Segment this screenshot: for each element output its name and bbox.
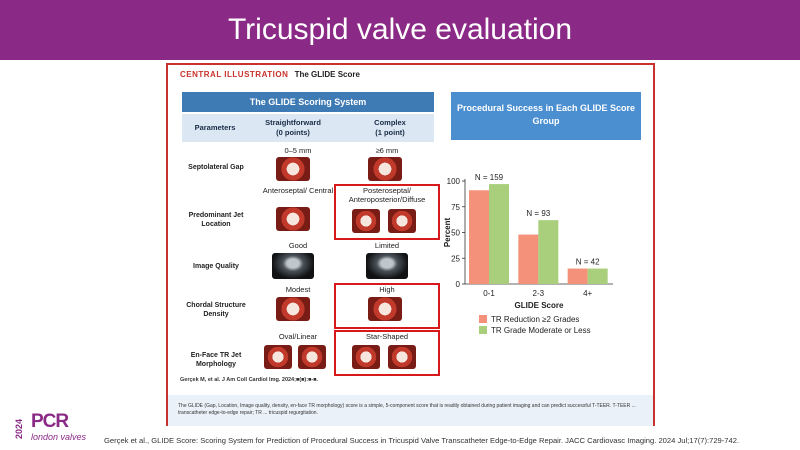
- legend-label: TR Grade Moderate or Less: [491, 326, 591, 335]
- legend-label: TR Reduction ≥2 Grades: [491, 315, 579, 324]
- legend-swatch: [479, 326, 487, 334]
- illustration-label: CENTRAL ILLUSTRATION: [180, 70, 289, 79]
- row5-complex: Star-Shaped: [365, 332, 409, 341]
- col-straightforward-label: Straightforward: [265, 118, 321, 127]
- col-params: Parameters: [194, 123, 236, 132]
- valve-image: [298, 345, 326, 369]
- bar-0-1-2: [489, 184, 509, 284]
- col-complex-label: Complex: [374, 118, 406, 127]
- valve-image: [368, 297, 402, 321]
- row3-straight: Good: [288, 241, 308, 250]
- row4-complex: High: [379, 285, 395, 294]
- illustration-subtitle: The GLIDE Score: [294, 70, 360, 79]
- complex-highlight: [334, 330, 440, 376]
- y-tick-label: 25: [451, 254, 460, 263]
- logo-subtitle: london valves: [31, 432, 87, 442]
- row2-straight: Anteroseptal/ Central: [262, 186, 334, 195]
- footnote: The GLIDE (Gap, Location, Image quality,…: [168, 395, 653, 426]
- row-label-chordal-density: Chordal Structure Density: [186, 302, 246, 318]
- bar-2-3-1: [518, 234, 539, 284]
- row3-complex: Limited: [374, 241, 400, 250]
- valve-image: [388, 345, 416, 369]
- bar-0-1-1: [469, 190, 489, 284]
- col-straightforward: Straightforward (0 points): [252, 118, 334, 138]
- row-label-jet-morphology: En-Face TR Jet Morphology: [190, 352, 242, 368]
- row-label-septolateral-gap: Septolateral Gap: [188, 164, 244, 171]
- echo-image: [366, 253, 408, 279]
- valve-image: [276, 207, 310, 231]
- col-straightforward-points: (0 points): [276, 128, 310, 137]
- y-tick-label: 50: [451, 229, 460, 238]
- row-label-image-quality: Image Quality: [193, 263, 239, 270]
- row4-straight: Modest: [285, 285, 311, 294]
- chart-title: Procedural Success in Each GLIDE Score G…: [451, 92, 641, 140]
- x-tick-label: 2-3: [533, 289, 545, 298]
- y-tick-label: 100: [447, 177, 461, 186]
- complex-highlight: [334, 184, 440, 240]
- group-n-label: N = 159: [475, 173, 504, 182]
- x-tick-label: 0-1: [483, 289, 495, 298]
- row1-straight: 0–5 mm: [284, 146, 312, 155]
- bar-2-3-2: [538, 220, 559, 284]
- bar-4+-2: [587, 268, 608, 284]
- col-complex: Complex (1 point): [350, 118, 430, 138]
- y-axis-label: Percent: [443, 217, 452, 247]
- valve-image: [352, 209, 380, 233]
- valve-image: [276, 297, 310, 321]
- valve-image: [388, 209, 416, 233]
- y-tick-label: 0: [456, 280, 461, 289]
- slide-header: Tricuspid valve evaluation: [0, 0, 800, 60]
- echo-image: [272, 253, 314, 279]
- slide-reference: Gerçek et al., GLIDE Score: Scoring Syst…: [104, 436, 740, 445]
- slide-title: Tricuspid valve evaluation: [227, 13, 573, 46]
- complex-highlight: [334, 283, 440, 329]
- citation: Gerçek M, et al. J Am Coll Cardiol Img. …: [180, 377, 319, 383]
- illustration-heading: CENTRAL ILLUSTRATION The GLIDE Score: [180, 70, 360, 79]
- group-n-label: N = 42: [576, 258, 600, 267]
- valve-image: [368, 157, 402, 181]
- row5-straight: Oval/Linear: [278, 332, 318, 341]
- row1-complex: ≥6 mm: [375, 146, 399, 155]
- y-tick-label: 75: [451, 203, 460, 212]
- row2-complex: Posteroseptal/ Anteroposterior/Diffuse: [348, 186, 426, 204]
- x-tick-label: 4+: [583, 289, 592, 298]
- legend-swatch: [479, 315, 487, 323]
- glide-bar-chart: 0 25 50 75 100 Percent N = 159 0-1 N = 93 2-3 N = …: [443, 173, 613, 335]
- valve-image: [352, 345, 380, 369]
- logo-year: 2024: [14, 418, 24, 439]
- bar-4+-1: [567, 268, 588, 284]
- row-label-jet-location: Predominant Jet Location: [188, 212, 244, 228]
- table-column-headers: Parameters Straightforward (0 points) Co…: [182, 114, 434, 142]
- col-complex-points: (1 point): [375, 128, 405, 137]
- group-n-label: N = 93: [526, 209, 550, 218]
- valve-image: [264, 345, 292, 369]
- central-illustration: CENTRAL ILLUSTRATION The GLIDE Score The…: [166, 63, 655, 426]
- table-title: The GLIDE Scoring System: [182, 92, 434, 112]
- logo-brand: PCR: [31, 411, 69, 432]
- valve-image: [276, 157, 310, 181]
- x-axis-label: GLIDE Score: [515, 301, 564, 310]
